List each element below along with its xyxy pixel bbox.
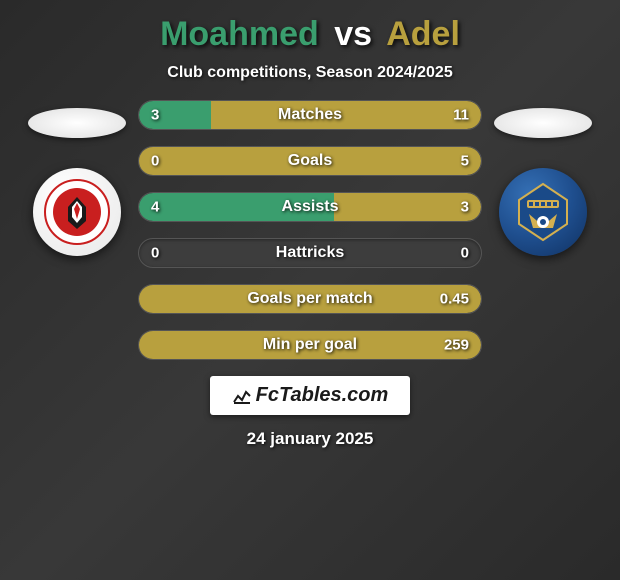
- al-ahly-crest-icon: [44, 179, 110, 245]
- stats-column: 3 Matches 11 0 Goals 5 4 Assists 3 0 Hattricks 0 Goa…: [138, 100, 482, 360]
- stat-row: 3 Matches 11: [138, 100, 482, 130]
- left-club-badge: [33, 168, 121, 256]
- title-row: Moahmed vs Adel: [10, 15, 610, 54]
- stat-label: Hattricks: [276, 244, 344, 262]
- fctables-badge: FcTables.com: [210, 376, 411, 415]
- stat-row: 0 Goals 5: [138, 146, 482, 176]
- left-avatar-col: [28, 100, 126, 256]
- stat-value-left: 4: [151, 199, 159, 216]
- footer: FcTables.com 24 january 2025: [10, 376, 610, 449]
- stat-value-right: 259: [444, 337, 469, 354]
- stat-row: 4 Assists 3: [138, 192, 482, 222]
- stat-value-left: 0: [151, 245, 159, 262]
- stat-label: Goals per match: [247, 290, 372, 308]
- stat-value-right: 0.45: [440, 291, 469, 308]
- right-club-badge: [499, 168, 587, 256]
- comparison-container: Moahmed vs Adel Club competitions, Seaso…: [0, 0, 620, 580]
- player-right-name: Adel: [386, 15, 460, 53]
- stat-value-left: 0: [151, 153, 159, 170]
- left-ellipse-placeholder: [28, 108, 126, 138]
- pyramids-crest-icon: [509, 178, 577, 246]
- stat-value-right: 5: [461, 153, 469, 170]
- stat-value-left: 3: [151, 107, 159, 124]
- stat-label: Assists: [282, 198, 339, 216]
- right-avatar-col: [494, 100, 592, 256]
- stat-row: Min per goal 259: [138, 330, 482, 360]
- vs-text: vs: [334, 15, 372, 53]
- player-left-name: Moahmed: [160, 15, 319, 53]
- stat-value-right: 3: [461, 199, 469, 216]
- stat-row: Goals per match 0.45: [138, 284, 482, 314]
- chart-icon: [232, 386, 252, 406]
- fctables-label: FcTables.com: [256, 384, 389, 407]
- stat-label: Matches: [278, 106, 342, 124]
- stat-bar-left: [139, 101, 211, 129]
- content-row: 3 Matches 11 0 Goals 5 4 Assists 3 0 Hattricks 0 Goa…: [10, 100, 610, 360]
- stat-bar-right: [334, 193, 481, 221]
- stat-value-right: 0: [461, 245, 469, 262]
- stat-value-right: 11: [453, 107, 469, 124]
- stat-label: Goals: [288, 152, 332, 170]
- subtitle: Club competitions, Season 2024/2025: [10, 64, 610, 82]
- right-ellipse-placeholder: [494, 108, 592, 138]
- stat-bar-right: [211, 101, 481, 129]
- stat-label: Min per goal: [263, 336, 357, 354]
- date-text: 24 january 2025: [247, 429, 374, 449]
- stat-row: 0 Hattricks 0: [138, 238, 482, 268]
